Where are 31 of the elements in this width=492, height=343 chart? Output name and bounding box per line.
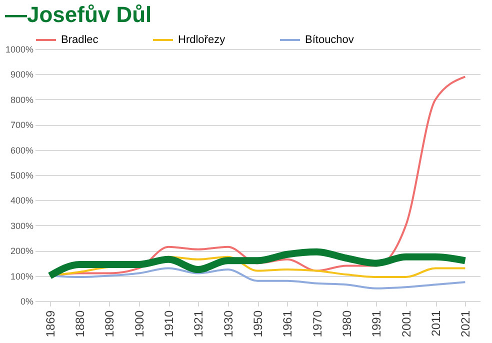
y-tick-label: 700% [10, 120, 34, 130]
legend-label: Bítouchov [305, 34, 354, 46]
x-tick-label: 1970 [310, 310, 324, 338]
x-tick-label: 1869 [43, 310, 58, 338]
x-tick-label: 2001 [399, 310, 414, 338]
x-tick-label: 1961 [280, 310, 295, 338]
y-tick-label: 500% [10, 170, 34, 180]
y-tick-label: 800% [10, 94, 34, 105]
y-tick-label: 600% [10, 145, 34, 156]
x-tick-label: 1950 [251, 310, 265, 338]
x-tick-label: 1880 [73, 310, 87, 338]
chart-title: —Josefův Důl [4, 2, 152, 27]
y-tick-label: 200% [10, 246, 34, 256]
line-series [48, 267, 466, 290]
legend-label: Bradlec [61, 34, 99, 46]
legend-label: Hrdlořezy [178, 34, 226, 46]
y-tick-label: 0% [20, 296, 34, 306]
x-tick-label: 1921 [192, 310, 206, 338]
x-tick-label: 1890 [102, 310, 117, 338]
x-tick-label: 1910 [162, 310, 176, 338]
x-tick-label: 1900 [132, 310, 146, 338]
x-tick-label: 1991 [370, 310, 384, 338]
y-tick-label: 900% [10, 70, 34, 80]
y-tick-label: 300% [10, 220, 34, 231]
x-tick-label: 1980 [340, 310, 354, 338]
y-tick-label: 100% [10, 271, 34, 282]
x-tick-label: 1930 [221, 310, 236, 338]
y-tick-label: 400% [10, 196, 34, 206]
y-tick-label: 1000% [5, 44, 34, 54]
x-tick-label: 2021 [458, 310, 473, 338]
x-tick-label: 2011 [429, 310, 443, 336]
